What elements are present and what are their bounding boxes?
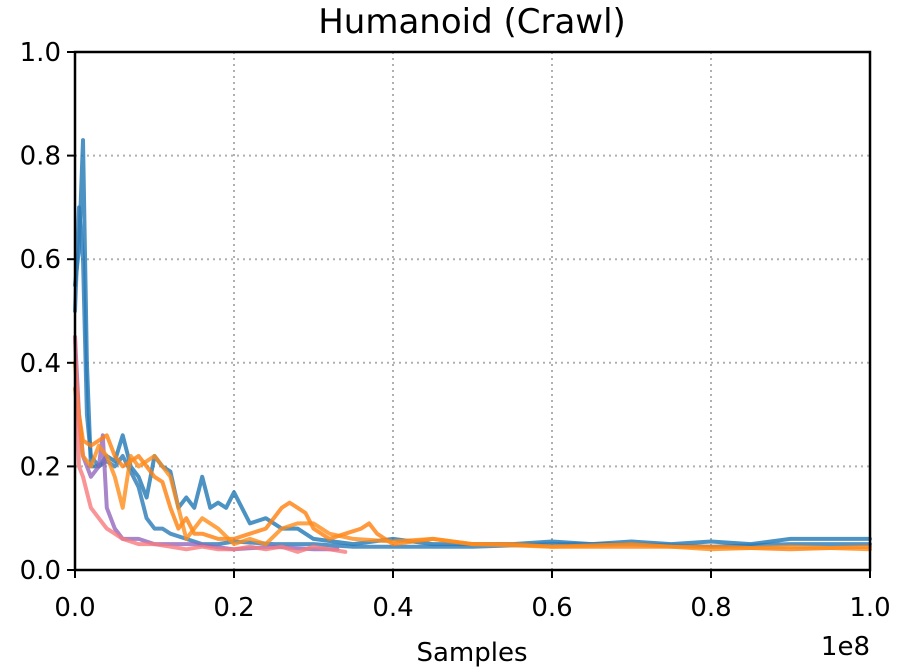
x-tick-label-3: 0.6 [531, 593, 572, 623]
y-tick-label-2: 0.4 [20, 349, 61, 379]
y-tick-label-5: 1.0 [20, 38, 61, 68]
series-line-5 [73, 386, 872, 552]
series-line-1 [73, 138, 872, 547]
series-line-6 [73, 334, 348, 554]
chart-title: Humanoid (Crawl) [318, 2, 626, 42]
series-line-3 [73, 334, 340, 552]
x-tick-label-1: 0.2 [213, 593, 254, 623]
y-tick-label-3: 0.6 [20, 245, 61, 275]
y-tick-label-4: 0.8 [20, 142, 61, 172]
series-line-4 [73, 360, 872, 552]
y-tick-label-0: 0.0 [20, 556, 61, 586]
x-tick-label-2: 0.4 [372, 593, 413, 623]
plot-frame [73, 50, 872, 572]
axis-ticks: 0.0 0.2 0.4 0.6 0.8 1.0 0.0 0.2 0.4 0.6 0.8 1.0 [20, 38, 891, 623]
series-lines [73, 138, 872, 554]
x-tick-label-0: 0.0 [54, 593, 95, 623]
x-axis-label: Samples [416, 638, 527, 668]
x-tick-label-4: 0.8 [690, 593, 731, 623]
x-axis-offset-text: 1e8 [821, 632, 870, 662]
x-tick-label-5: 1.0 [849, 593, 890, 623]
grid-lines [75, 52, 870, 570]
y-tick-label-1: 0.2 [20, 452, 61, 482]
